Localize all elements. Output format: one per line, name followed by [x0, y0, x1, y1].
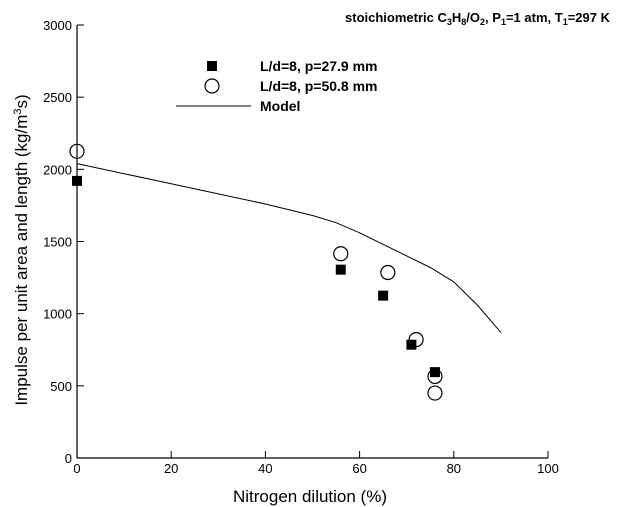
y-tick-label: 3000: [43, 18, 72, 33]
open-circle-point: [69, 143, 85, 159]
y-tick-label: 1500: [43, 235, 72, 250]
open-circle-point: [427, 385, 443, 401]
legend-label-series-2: L/d=8, p=50.8 mm: [260, 78, 378, 94]
y-axis-title: Impulse per unit area and length (kg/m3s…: [12, 94, 31, 405]
filled-square-point: [335, 264, 346, 275]
y-tick-label: 2500: [43, 90, 72, 105]
x-tick-label: 60: [352, 461, 366, 476]
model-series: [76, 163, 502, 333]
x-tick-label: 40: [258, 461, 272, 476]
legend-label-model: Model: [260, 98, 300, 114]
legend-label-series-1: L/d=8, p=27.9 mm: [260, 58, 378, 74]
filled-square-point: [429, 367, 440, 378]
x-tick-label: 0: [73, 461, 80, 476]
filled-square-point: [72, 175, 82, 186]
conditions-label: stoichiometric C3H8/O2, P1=1 atm, T1=297…: [345, 10, 611, 27]
legend-filled-square-marker: [207, 61, 217, 71]
filled-square-point: [406, 339, 417, 350]
legend: L/d=8, p=27.9 mm L/d=8, p=50.8 mm Model: [176, 58, 378, 114]
y-tick-label: 500: [50, 379, 72, 394]
filled-square-point: [378, 290, 389, 301]
y-tick-label: 0: [65, 451, 72, 466]
data-markers: [69, 143, 443, 401]
y-tick-label: 1000: [43, 307, 72, 322]
x-tick-label: 20: [164, 461, 178, 476]
y-tick-label: 2000: [43, 162, 72, 177]
open-circle-point: [333, 246, 349, 262]
x-tick-label: 100: [537, 461, 559, 476]
open-circle-point: [380, 264, 396, 281]
legend-open-circle-marker: [204, 78, 220, 94]
model-line: [76, 163, 502, 333]
x-axis-title: Nitrogen dilution (%): [233, 487, 387, 506]
x-tick-label: 80: [447, 461, 461, 476]
